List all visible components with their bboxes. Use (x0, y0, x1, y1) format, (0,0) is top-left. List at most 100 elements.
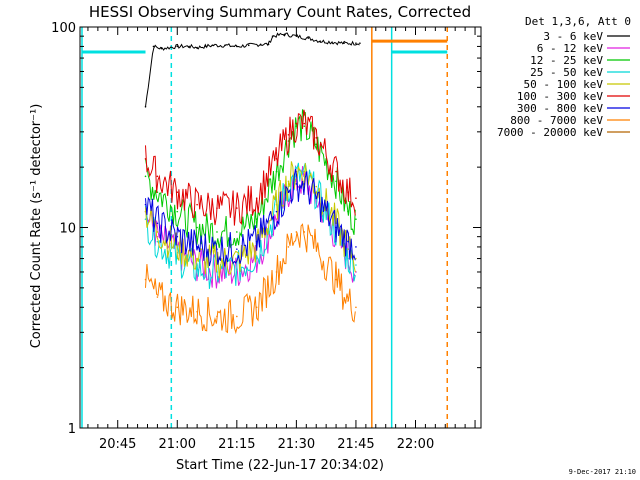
series-point (176, 246, 179, 248)
series-point (295, 35, 298, 37)
series-point (315, 246, 318, 248)
series-point (283, 33, 286, 36)
series-point (319, 40, 322, 42)
series-point (287, 246, 290, 248)
series-line-3-6kev (145, 32, 360, 107)
series-point (196, 46, 198, 49)
series-point (196, 246, 198, 248)
series-point (275, 158, 278, 160)
x-axis-label: Start Time (22-Jun-17 20:34:02) (176, 458, 384, 473)
series-point (255, 255, 258, 257)
series-point (176, 45, 179, 48)
series-line-800-7000kev (145, 223, 356, 335)
legend-entry-label: 50 - 100 keV (524, 78, 604, 91)
series-point (156, 231, 159, 233)
series-point (236, 315, 238, 318)
series-point (160, 47, 163, 50)
series-point (359, 42, 361, 45)
series-point (275, 218, 278, 221)
series-point (267, 43, 270, 46)
series-point (236, 268, 238, 270)
series-point (303, 170, 306, 173)
legend-entry-label: 7000 - 20000 keV (497, 126, 603, 139)
footer-date: 9-Dec-2017 21:10 (568, 468, 636, 476)
series-point (259, 43, 262, 46)
series-point (176, 306, 179, 309)
series-point (144, 105, 147, 108)
series-point (355, 306, 357, 309)
series-point (216, 248, 218, 250)
series-point (331, 41, 333, 43)
series-point (247, 44, 250, 47)
series-point (335, 170, 337, 173)
series-point (315, 185, 318, 188)
series-point (355, 257, 357, 260)
series-point (315, 143, 318, 146)
series-point (216, 315, 218, 318)
y-tick-label: 100 (51, 21, 76, 36)
series-point (196, 257, 198, 260)
series-point (144, 175, 147, 178)
series-point (204, 45, 206, 48)
series-line-300-800kev (145, 168, 356, 267)
y-tick-label: 1 (68, 422, 76, 437)
series-point (275, 203, 278, 206)
series-point (295, 122, 298, 125)
legend-title: Det 1,3,6, Att 0 (525, 15, 631, 28)
series-point (216, 207, 218, 209)
series-point (255, 306, 258, 309)
series-point (156, 175, 159, 178)
legend-entry-label: 300 - 800 keV (517, 102, 603, 115)
series-point (315, 137, 318, 139)
series-point (271, 35, 274, 37)
series-point (156, 222, 159, 225)
x-tick-label: 20:45 (99, 437, 136, 452)
series-point (295, 231, 298, 233)
series-point (275, 170, 278, 173)
series-point (196, 203, 198, 206)
series-point (216, 231, 218, 233)
series-point (355, 246, 357, 248)
series-point (295, 125, 298, 128)
series-point (188, 45, 190, 48)
series-point (152, 45, 155, 48)
series-point (144, 278, 147, 281)
series-point (144, 210, 147, 213)
series-point (144, 203, 147, 206)
series-line-100-300kev (145, 109, 356, 226)
x-tick-label: 21:15 (218, 437, 255, 452)
legend-entry-label: 3 - 6 keV (543, 30, 603, 43)
series-point (315, 197, 318, 200)
series-point (176, 210, 179, 213)
series-point (295, 183, 298, 185)
series-point (255, 197, 258, 200)
series-point (355, 197, 357, 200)
series-point (176, 191, 179, 193)
series-point (224, 44, 226, 47)
series-point (287, 180, 290, 183)
series-point (196, 226, 198, 229)
x-tick-label: 21:45 (337, 437, 374, 452)
y-axis-label: Corrected Count Rate (s⁻¹ detector⁻¹) (29, 104, 44, 349)
series-point (347, 257, 349, 260)
series-point (255, 218, 258, 221)
x-tick-label: 21:00 (159, 437, 196, 452)
series-point (343, 42, 345, 45)
series-point (355, 218, 357, 221)
series-point (287, 191, 290, 193)
series-point (335, 278, 337, 281)
legend-entry-label: 25 - 50 keV (530, 66, 603, 79)
axes: 1 10 100 20:45 21:00 21:15 21:30 21:45 22:00 (51, 21, 482, 452)
series-point (236, 207, 238, 209)
legend-entry-label: 6 - 12 keV (537, 42, 604, 55)
series-point (303, 183, 306, 185)
legend-entry-label: 100 - 300 keV (517, 90, 603, 103)
series-point (212, 44, 214, 47)
series-point (335, 226, 337, 229)
series-point (347, 240, 349, 243)
series-point (144, 158, 147, 160)
series-point (236, 231, 238, 233)
series-lines (144, 32, 361, 335)
